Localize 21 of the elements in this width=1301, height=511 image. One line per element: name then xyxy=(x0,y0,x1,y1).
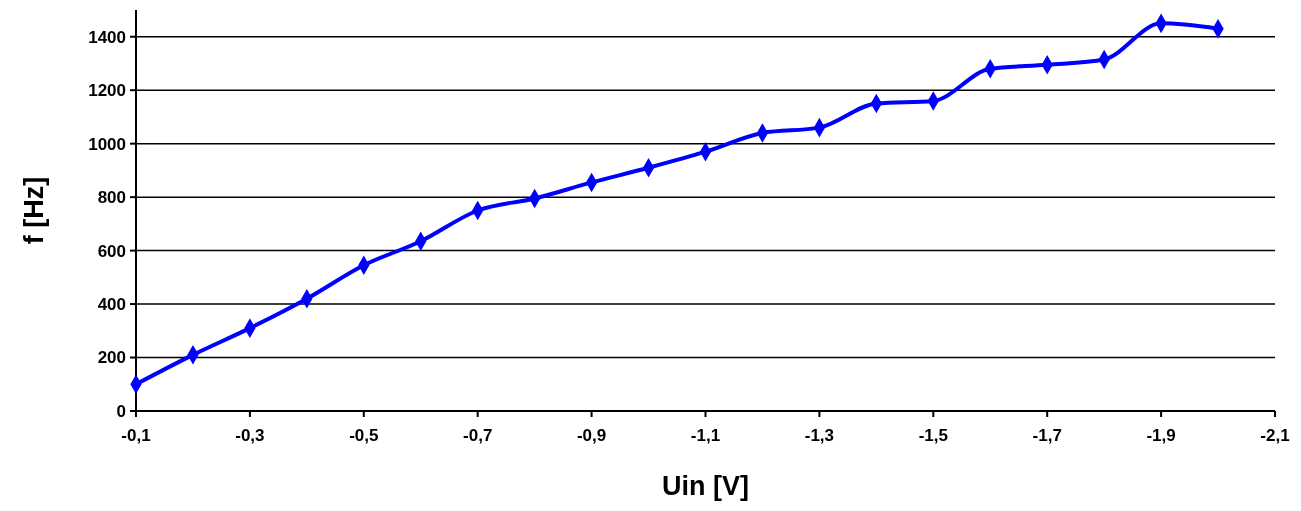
x-tick-label: -1,9 xyxy=(1146,426,1176,445)
x-tick-label: -2,1 xyxy=(1260,426,1290,445)
x-tick-label: -1,7 xyxy=(1032,426,1062,445)
x-tick-label: -0,1 xyxy=(121,426,151,445)
x-tick-label: -0,9 xyxy=(576,426,607,445)
y-tick-label: 1400 xyxy=(88,27,126,47)
y-axis-title: f [Hz] xyxy=(19,176,49,245)
x-tick-label: -1,5 xyxy=(918,426,948,445)
y-tick-label: 1200 xyxy=(88,81,126,101)
y-tick-label: 600 xyxy=(97,241,126,261)
x-tick-label: -1,1 xyxy=(690,426,721,445)
x-axis-title: Uin [V] xyxy=(662,471,749,501)
x-tick-label: -0,5 xyxy=(349,426,379,445)
x-tick-label: -0,7 xyxy=(463,426,493,445)
y-tick-label: 400 xyxy=(97,295,126,315)
y-tick-label: 200 xyxy=(97,348,126,368)
y-tick-label: 1000 xyxy=(88,134,126,154)
x-tick-label: -0,3 xyxy=(235,426,265,445)
x-tick-label: -1,3 xyxy=(804,426,835,445)
y-tick-label: 0 xyxy=(116,401,126,421)
y-tick-label: 800 xyxy=(97,188,126,208)
